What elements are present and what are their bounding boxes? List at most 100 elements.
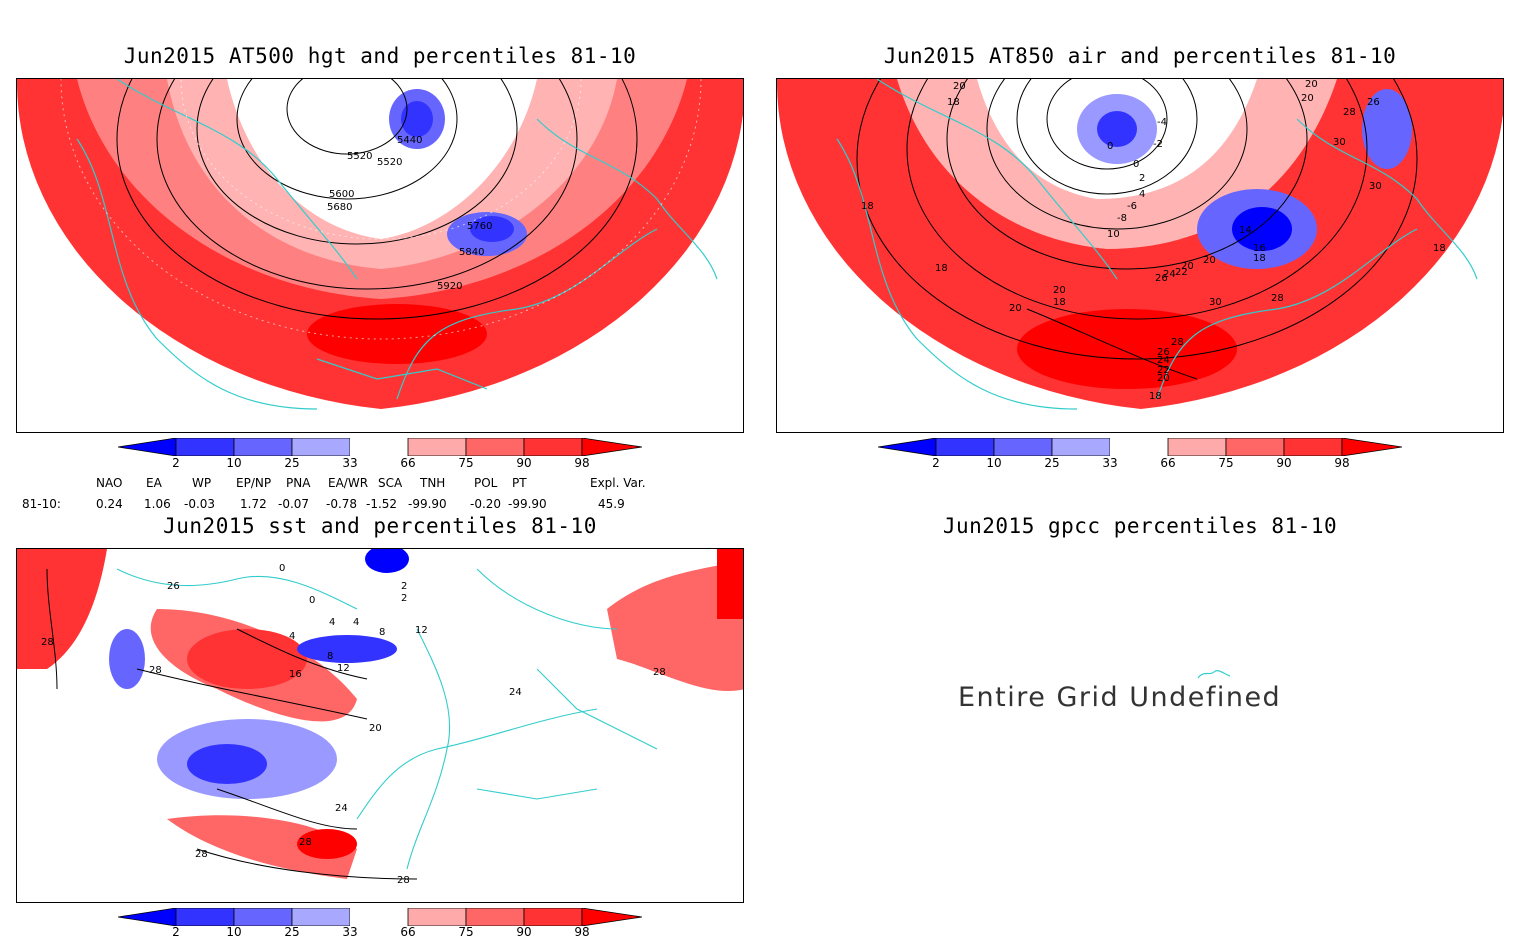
contour-label: 0 xyxy=(279,563,285,574)
colorbar-tick: 2 xyxy=(172,456,180,470)
contour-label: 4 xyxy=(329,617,335,628)
contour-label: 20 xyxy=(1181,261,1194,272)
contour-label: 24 xyxy=(1157,355,1170,366)
contour-label: 28 xyxy=(653,667,666,678)
contour-label: 16 xyxy=(289,669,302,680)
colorbar-tick: 98 xyxy=(574,925,590,939)
index-value: 45.9 xyxy=(598,497,625,511)
air-contour-labels: 20 18 20 20 26 28 30 30 -4 0 -2 0 2 4 -6… xyxy=(861,79,1446,402)
contour-label: -2 xyxy=(1153,139,1163,150)
contour-label: 8 xyxy=(379,627,385,638)
colorbar-tick: 66 xyxy=(400,925,416,939)
index-value: -0.07 xyxy=(278,497,310,511)
colorbar-tick: 90 xyxy=(1276,456,1292,470)
colorbar-tick: 25 xyxy=(284,456,300,470)
hgt-contour-labels: 5440 5520 5520 5600 5680 5760 5840 5920 xyxy=(327,135,492,292)
blue-anomaly-core-east xyxy=(470,216,514,242)
contour-label: 18 xyxy=(935,263,948,274)
colorbar-tick: 75 xyxy=(458,925,474,939)
contour-label: 5840 xyxy=(459,247,484,258)
gpcc-panel-title: Jun2015 gpcc percentiles 81-10 xyxy=(942,514,1338,538)
contour-label: 28 xyxy=(299,837,312,848)
contour-label: 28 xyxy=(195,849,208,860)
hgt-map: 5440 5520 5520 5600 5680 5760 5840 5920 xyxy=(17,79,743,410)
index-value: -1.52 xyxy=(366,497,398,511)
air-map: 20 18 20 20 26 28 30 30 -4 0 -2 0 2 4 -6… xyxy=(777,79,1503,410)
contour-label: 5520 xyxy=(347,151,372,162)
sst-contour-labels: 28 28 0 0 4 4 4 8 8 12 12 16 20 24 24 28… xyxy=(41,563,666,886)
contour-label: 12 xyxy=(337,663,350,674)
index-value: -0.03 xyxy=(184,497,216,511)
contour-label: 18 xyxy=(947,97,960,108)
contour-label: 28 xyxy=(397,875,410,886)
sst-map: 28 28 0 0 4 4 4 8 8 12 12 16 20 24 24 28… xyxy=(17,549,743,886)
blue-anomaly-arctic xyxy=(365,549,409,573)
colorbar-tick: 10 xyxy=(226,925,242,939)
red-anomaly-atlantic-core xyxy=(187,629,307,689)
red-anomaly-south xyxy=(1017,309,1237,389)
contour-label: 26 xyxy=(1157,347,1170,358)
air-panel-title: Jun2015 AT850 air and percentiles 81-10 xyxy=(883,44,1397,68)
contour-label: 20 xyxy=(1203,255,1216,266)
index-value: -0.78 xyxy=(326,497,358,511)
contour-label: 0 xyxy=(1107,141,1113,152)
contour-label: 20 xyxy=(953,81,966,92)
contour-label: 2 xyxy=(1139,173,1145,184)
colorbar-tick: 75 xyxy=(458,456,474,470)
red-anomaly-south xyxy=(307,304,487,364)
hgt-map-panel: 5440 5520 5520 5600 5680 5760 5840 5920 xyxy=(16,78,744,433)
blue-anomaly-west xyxy=(109,629,145,689)
contour-label: 5520 xyxy=(377,157,402,168)
index-header: EA/WR xyxy=(328,476,369,490)
colorbar-tick: 98 xyxy=(574,456,590,470)
contour-label: 5440 xyxy=(397,135,422,146)
contour-label: 26 xyxy=(167,581,180,592)
undefined-grid-message: Entire Grid Undefined xyxy=(958,682,1282,713)
sst-panel-title: Jun2015 sst and percentiles 81-10 xyxy=(163,514,597,538)
blue-anomaly-ne xyxy=(1362,89,1412,169)
contour-label: 20 xyxy=(1053,285,1066,296)
contour-label: 20 xyxy=(1009,303,1022,314)
red-anomaly-east-core xyxy=(717,549,743,619)
air-colorbar: 2 10 25 33 66 75 90 98 xyxy=(878,438,1402,472)
blue-anomaly-core-north xyxy=(1097,111,1137,147)
index-header: PNA xyxy=(286,476,311,490)
contour-label: 18 xyxy=(1253,253,1266,264)
sst-colorbar: 2 10 25 33 66 75 90 98 xyxy=(118,908,642,940)
colorbar-tick: 2 xyxy=(172,925,180,939)
blue-anomaly-core-east xyxy=(1232,207,1292,251)
contour-label: 4 xyxy=(289,631,295,642)
index-value: -99.90 xyxy=(508,497,547,511)
hgt-panel-title: Jun2015 AT500 hgt and percentiles 81-10 xyxy=(123,44,637,68)
index-header: WP xyxy=(192,476,212,490)
red-anomaly-tropical xyxy=(167,815,357,879)
blue-anomaly-subtropical-core xyxy=(187,744,267,784)
index-header: POL xyxy=(474,476,498,490)
index-header: PT xyxy=(512,476,527,490)
colorbar-tick: 90 xyxy=(516,456,532,470)
contour-label: 18 xyxy=(861,201,874,212)
colorbar-tick: 2 xyxy=(932,456,940,470)
index-header: EP/NP xyxy=(236,476,272,490)
index-value: 0.24 xyxy=(96,497,123,511)
contour-label: 5680 xyxy=(327,202,352,213)
colorbar-tick: 66 xyxy=(400,456,416,470)
index-row-label: 81-10: xyxy=(22,497,61,511)
contour-label: 5920 xyxy=(437,281,462,292)
colorbar-tick: 98 xyxy=(1334,456,1350,470)
contour-label: 20 xyxy=(1301,93,1314,104)
contour-label: -8 xyxy=(1117,213,1127,224)
blue-anomaly-core-north xyxy=(401,101,433,137)
colorbar-tick: 10 xyxy=(986,456,1002,470)
contour-label: -4 xyxy=(1157,117,1167,128)
contour-label: 28 xyxy=(1171,337,1184,348)
contour-label: 28 xyxy=(149,665,162,676)
gpcc-coastline-fragment xyxy=(1197,670,1231,679)
contour-label: 10 xyxy=(1107,229,1120,240)
colorbar-tick: 33 xyxy=(1102,456,1118,470)
sst-map-panel: 28 28 0 0 4 4 4 8 8 12 12 16 20 24 24 28… xyxy=(16,548,744,903)
contour-label: 28 xyxy=(1271,293,1284,304)
contour-label: 16 xyxy=(1253,243,1266,254)
contour-label: 14 xyxy=(1239,225,1252,236)
contour-label: 18 xyxy=(1053,297,1066,308)
